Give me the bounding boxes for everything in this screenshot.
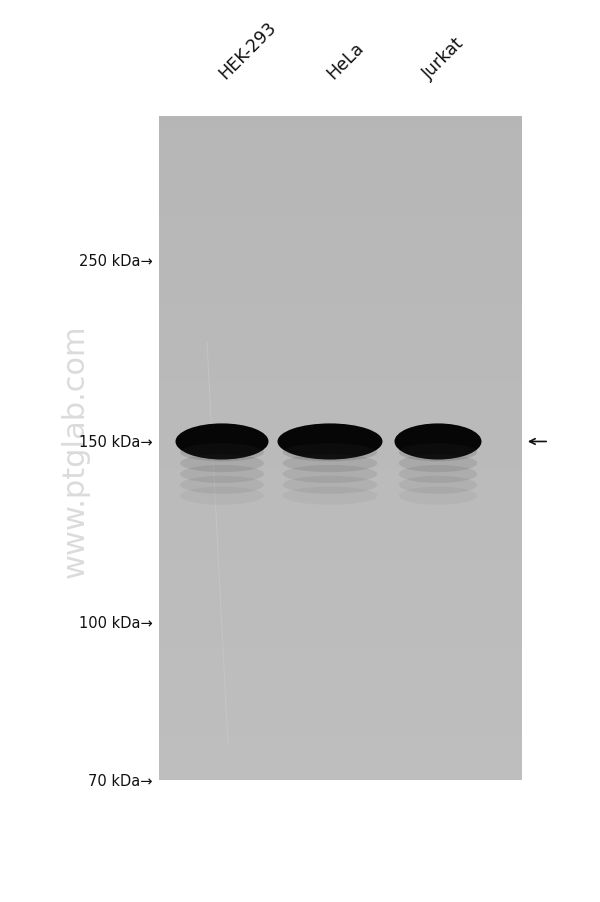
- Bar: [159, 404, 522, 416]
- Bar: [159, 747, 522, 758]
- Ellipse shape: [399, 465, 477, 483]
- Bar: [159, 559, 522, 570]
- Bar: [159, 250, 522, 261]
- Ellipse shape: [283, 455, 377, 473]
- Bar: [159, 504, 522, 515]
- Bar: [159, 184, 522, 195]
- Bar: [159, 548, 522, 559]
- Bar: [159, 692, 522, 703]
- Bar: [159, 294, 522, 305]
- Ellipse shape: [395, 424, 482, 460]
- Ellipse shape: [180, 455, 264, 473]
- Bar: [159, 427, 522, 437]
- Bar: [159, 151, 522, 161]
- Bar: [159, 272, 522, 283]
- Bar: [159, 206, 522, 216]
- Bar: [159, 637, 522, 648]
- Ellipse shape: [399, 455, 477, 473]
- Bar: [159, 139, 522, 151]
- Bar: [159, 305, 522, 317]
- Bar: [159, 769, 522, 780]
- Bar: [159, 603, 522, 614]
- Bar: [159, 758, 522, 769]
- Text: Jurkat: Jurkat: [419, 34, 468, 83]
- Ellipse shape: [399, 476, 477, 494]
- Ellipse shape: [180, 444, 264, 462]
- Bar: [159, 714, 522, 725]
- Text: 100 kDa→: 100 kDa→: [79, 615, 153, 630]
- Text: HEK-293: HEK-293: [215, 19, 280, 83]
- Ellipse shape: [283, 444, 377, 462]
- Ellipse shape: [180, 476, 264, 494]
- Bar: [159, 172, 522, 184]
- Bar: [159, 216, 522, 227]
- Bar: [159, 736, 522, 747]
- Bar: [159, 349, 522, 360]
- Bar: [159, 460, 522, 471]
- Bar: [159, 128, 522, 139]
- Bar: [159, 327, 522, 338]
- Bar: [159, 538, 522, 548]
- Ellipse shape: [180, 465, 264, 483]
- Bar: [159, 471, 522, 482]
- Ellipse shape: [283, 465, 377, 483]
- Text: HeLa: HeLa: [323, 39, 367, 83]
- Ellipse shape: [399, 444, 477, 462]
- Bar: [159, 570, 522, 581]
- Bar: [159, 725, 522, 736]
- Ellipse shape: [176, 424, 269, 460]
- Bar: [159, 437, 522, 449]
- Bar: [159, 448, 522, 460]
- Bar: [159, 681, 522, 692]
- Bar: [159, 239, 522, 250]
- Bar: [159, 316, 522, 327]
- Text: 70 kDa→: 70 kDa→: [89, 773, 153, 787]
- Bar: [159, 669, 522, 681]
- Bar: [159, 393, 522, 404]
- Bar: [159, 227, 522, 239]
- Bar: [159, 117, 522, 128]
- Bar: [159, 382, 522, 393]
- Bar: [159, 614, 522, 626]
- Bar: [159, 161, 522, 172]
- Bar: [159, 283, 522, 294]
- Bar: [159, 261, 522, 272]
- Bar: [159, 593, 522, 603]
- Text: www.ptglab.com: www.ptglab.com: [61, 325, 89, 577]
- Bar: [159, 626, 522, 637]
- Bar: [159, 482, 522, 492]
- Ellipse shape: [283, 476, 377, 494]
- Bar: [159, 195, 522, 206]
- Text: 150 kDa→: 150 kDa→: [79, 435, 153, 449]
- Text: 250 kDa→: 250 kDa→: [79, 254, 153, 269]
- Bar: [159, 416, 522, 427]
- Bar: [159, 515, 522, 526]
- Bar: [159, 658, 522, 669]
- Bar: [159, 372, 522, 382]
- Bar: [159, 492, 522, 504]
- Bar: [159, 526, 522, 538]
- Bar: [159, 360, 522, 372]
- Bar: [159, 338, 522, 349]
- Bar: [159, 703, 522, 714]
- Bar: [159, 582, 522, 593]
- Bar: [159, 648, 522, 658]
- Ellipse shape: [277, 424, 383, 460]
